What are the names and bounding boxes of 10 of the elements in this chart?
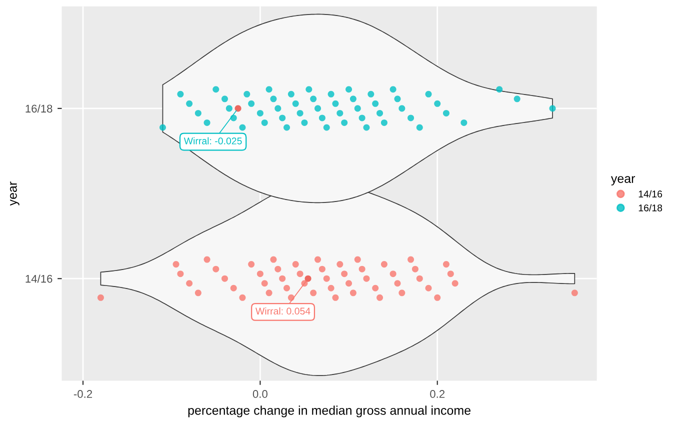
legend-title: year <box>610 176 636 186</box>
annotation: Wirral: -0.025 <box>184 137 242 144</box>
legend-label: 14/16 <box>638 190 662 198</box>
x-tick-label: 0.0 <box>252 390 268 398</box>
legend-label: 16/18 <box>638 204 662 212</box>
annotation: Wirral: 0.054 <box>256 307 310 315</box>
y-axis-title: year <box>10 182 20 206</box>
x-axis-title: percentage change in median gross annual income <box>188 406 470 418</box>
x-tick-label: -0.2 <box>74 390 92 398</box>
x-tick-label: 0.2 <box>430 390 445 398</box>
